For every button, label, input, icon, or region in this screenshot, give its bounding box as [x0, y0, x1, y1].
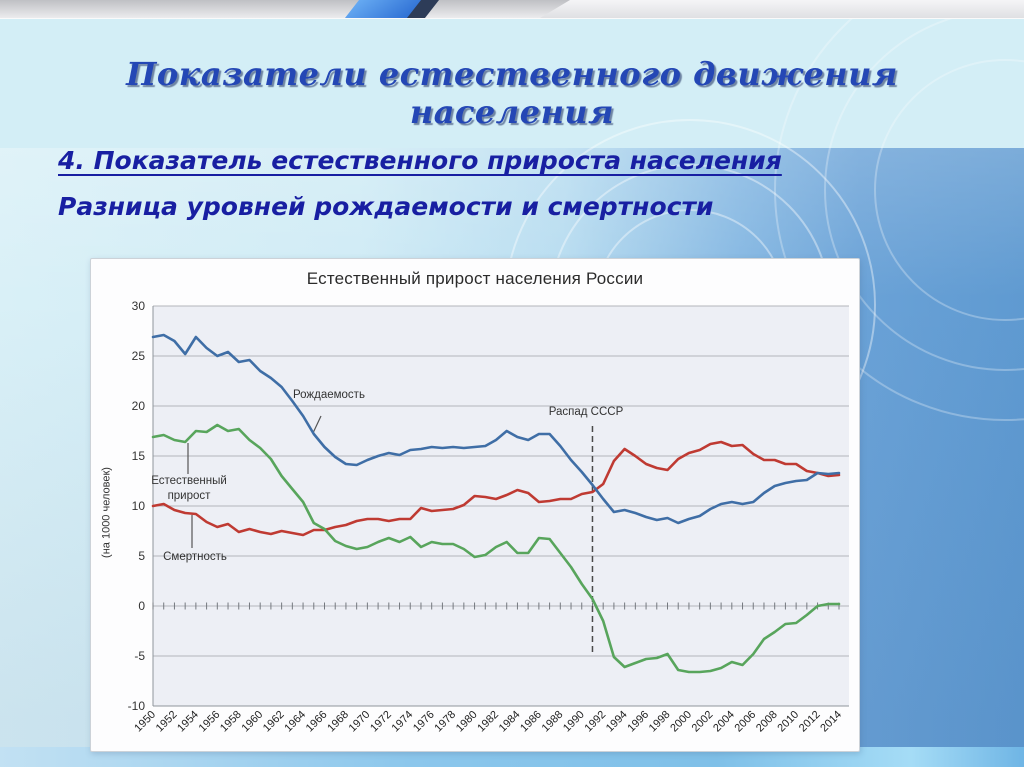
- series-line-growth: [151, 423, 841, 674]
- x-tick-label: 1962: [261, 709, 287, 735]
- x-tick-label: 1954: [175, 709, 201, 735]
- annotation-natural-growth: Естественный прирост: [139, 474, 239, 504]
- x-tick-label: 2002: [690, 709, 716, 735]
- x-tick-label: 1958: [218, 709, 244, 735]
- x-tick-label: 2010: [775, 709, 801, 735]
- x-tick-label: 1956: [197, 709, 223, 735]
- slide-title: Показатели естественного движения населе…: [126, 55, 898, 131]
- x-tick-label: 2012: [797, 709, 823, 735]
- x-tick-label: 1952: [154, 709, 180, 735]
- x-tick-label: 1982: [475, 709, 501, 735]
- y-tick-label: 30: [132, 299, 146, 313]
- top-accent-bar-light-segment: [540, 0, 1024, 18]
- y-tick-label: -10: [128, 699, 146, 713]
- callout-birth: [312, 415, 322, 434]
- x-tick-label: 1968: [325, 709, 351, 735]
- y-tick-label: 0: [138, 599, 145, 613]
- x-tick-label: 1966: [304, 709, 330, 735]
- subtitle-definition: Разница уровней рождаемости и смертности: [58, 192, 714, 221]
- annotation-death-rate: Смертность: [163, 551, 227, 563]
- x-tick-label: 1972: [368, 709, 394, 735]
- x-tick-label: 1978: [432, 709, 458, 735]
- x-tick-label: 2000: [668, 709, 694, 735]
- annotation-birth-rate: Рождаемость: [293, 389, 365, 401]
- x-tick-label: 1960: [240, 709, 266, 735]
- x-tick-label: 1996: [625, 709, 651, 735]
- series-line-death: [151, 440, 841, 537]
- x-tick-label: 1992: [583, 709, 609, 735]
- y-tick-label: -5: [134, 649, 145, 663]
- background-top-band: [0, 18, 1024, 148]
- chart-panel: Естественный прирост населения России (н…: [90, 258, 860, 752]
- x-tick-label: 2004: [711, 709, 737, 735]
- x-tick-label: 2008: [754, 709, 780, 735]
- x-tick-label: 1970: [347, 709, 373, 735]
- series-line-birth: [151, 333, 841, 525]
- x-tick-label: 2014: [818, 709, 844, 735]
- annotation-ussr-collapse: Распад СССР: [548, 406, 624, 418]
- annotation-natural-growth-line2: прирост: [167, 489, 211, 502]
- x-tick-label: 1964: [282, 709, 308, 735]
- x-tick-label: 1974: [390, 709, 416, 735]
- y-tick-label: 25: [132, 349, 146, 363]
- x-tick-label: 1990: [561, 709, 587, 735]
- x-tick-label: 1988: [540, 709, 566, 735]
- y-tick-label: 20: [132, 399, 146, 413]
- x-tick-label: 1980: [454, 709, 480, 735]
- x-tick-label: 1998: [647, 709, 673, 735]
- annotation-natural-growth-line1: Естественный: [151, 475, 227, 487]
- x-tick-label: 1984: [497, 709, 523, 735]
- background-bottom-strip: [0, 747, 1024, 767]
- x-tick-label: 1994: [604, 709, 630, 735]
- x-tick-label: 2006: [733, 709, 759, 735]
- subtitle-growth-indicator: 4. Показатель естественного прироста нас…: [58, 146, 782, 175]
- x-tick-label: 1976: [411, 709, 437, 735]
- chart-canvas: -10-505101520253019501952195419561958196…: [128, 299, 849, 735]
- chart-title: Естественный прирост населения России: [306, 269, 644, 288]
- y-tick-label: 10: [132, 499, 146, 513]
- y-tick-label: 5: [138, 549, 145, 563]
- y-tick-label: 15: [132, 449, 146, 463]
- x-tick-label: 1986: [518, 709, 544, 735]
- top-accent-bar: [0, 0, 1024, 19]
